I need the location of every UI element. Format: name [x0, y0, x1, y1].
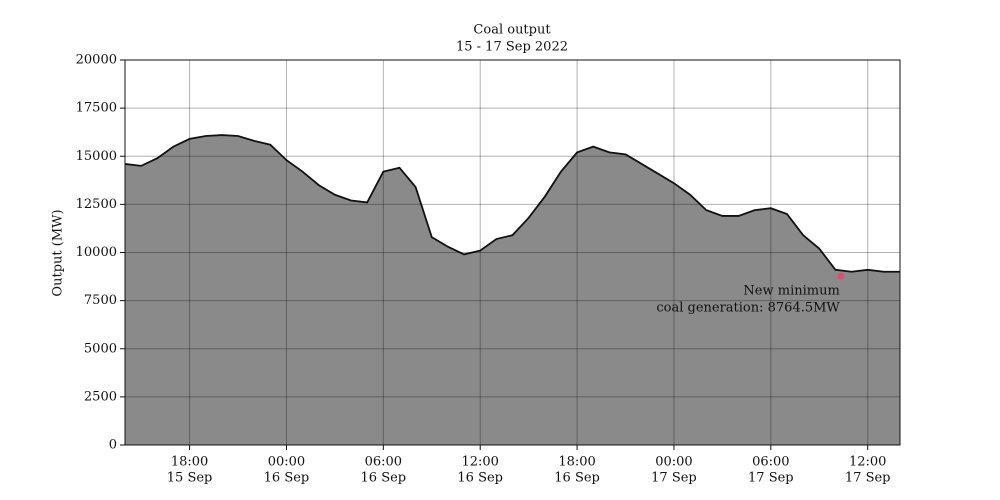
x-tick-label: 17 Sep — [748, 471, 794, 486]
annotation: New minimum — [743, 284, 839, 299]
x-tick-label: 17 Sep — [651, 471, 697, 486]
y-axis-label: Output (MW) — [51, 209, 66, 296]
y-tick-label: 17500 — [76, 101, 117, 116]
x-tick-label: 12:00 — [461, 455, 498, 470]
x-tick-label: 16 Sep — [264, 471, 310, 486]
minimum-point — [837, 272, 845, 280]
x-tick-label: 06:00 — [752, 455, 789, 470]
x-tick-label: 16 Sep — [457, 471, 503, 486]
x-tick-label: 18:00 — [171, 455, 208, 470]
y-tick-label: 7500 — [84, 293, 117, 308]
area — [125, 135, 900, 445]
x-tick-label: 18:00 — [558, 455, 595, 470]
y-tick-label: 15000 — [76, 149, 117, 164]
y-tick-label: 12500 — [76, 197, 117, 212]
y-tick-label: 20000 — [76, 53, 117, 68]
y-tick-label: 10000 — [76, 245, 117, 260]
y-tick-label: 5000 — [84, 341, 117, 356]
plot-frame — [124, 59, 901, 446]
x-tick-label: 12:00 — [849, 455, 886, 470]
x-tick-label: 00:00 — [268, 455, 305, 470]
chart-title: Coal output — [473, 23, 551, 38]
x-tick-label: 06:00 — [365, 455, 402, 470]
x-tick-label: 17 Sep — [845, 471, 891, 486]
area-line — [124, 134, 900, 273]
annotation: coal generation: 8764.5MW — [656, 301, 840, 316]
y-tick-label: 2500 — [84, 389, 117, 404]
y-tick-label: 0 — [109, 438, 117, 453]
x-tick-label: 15 Sep — [167, 471, 213, 486]
x-tick-label: 16 Sep — [554, 471, 600, 486]
chart-subtitle: 15 - 17 Sep 2022 — [456, 40, 568, 55]
x-tick-label: 00:00 — [655, 455, 692, 470]
x-tick-label: 16 Sep — [361, 471, 407, 486]
